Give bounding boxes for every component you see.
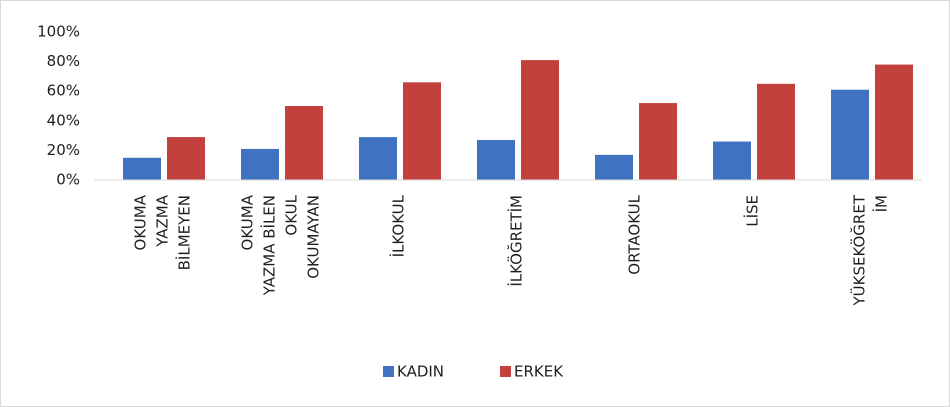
y-tick-label: 60% [47,82,80,100]
y-tick-label: 100% [37,23,80,41]
x-tick-label: OKUMA [239,194,257,250]
bar [831,89,869,180]
legend-swatch [500,366,511,377]
bar [359,137,397,180]
x-tick-label: İM [872,195,891,212]
x-tick-label: OKUL [283,194,301,235]
y-tick-label: 0% [56,171,80,189]
legend-label: ERKEK [514,363,564,381]
x-tick-label: LİSE [743,195,762,227]
x-tick-label: ORTAOKUL [626,194,644,274]
x-tick-label: YÜKSEKÖĞRET [850,194,869,306]
bar [477,140,515,180]
bar [595,154,633,180]
y-tick-label: 80% [47,52,80,70]
x-tick-label: BİLMEYEN [175,195,194,270]
bar [167,137,205,180]
x-tick-label: YAZMA [154,194,172,247]
y-tick-label: 40% [47,111,80,129]
bar [241,148,279,180]
bar [639,103,677,180]
bar [713,141,751,180]
x-tick-label: İLKOKUL [389,194,408,257]
x-tick-label: YAZMA BİLEN [260,195,279,296]
x-tick-label: İLKÖĞRETİM [507,195,526,287]
legend-label: KADIN [397,363,444,381]
bar [875,64,913,180]
bar [285,106,323,180]
bar [123,157,161,180]
x-tick-label: OKUMA [132,194,150,250]
y-tick-label: 20% [47,141,80,159]
bar [757,83,795,180]
legend-swatch [383,366,394,377]
bar [521,60,559,181]
bar [403,82,441,180]
x-tick-label: OKUMAYAN [305,195,323,279]
